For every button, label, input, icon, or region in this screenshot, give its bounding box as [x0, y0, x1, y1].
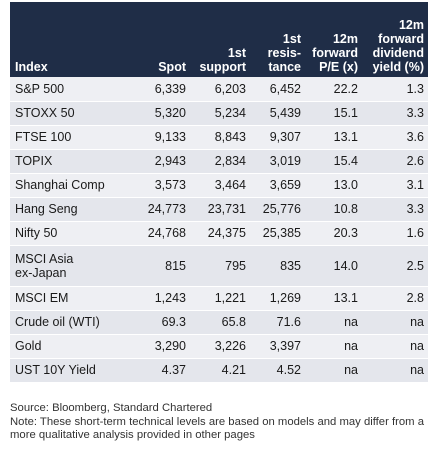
table-row: FTSE 100 9,133 8,843 9,307 13.1 3.6 [10, 125, 428, 150]
cell-support: 6,203 [190, 77, 250, 102]
cell-resistance: 6,452 [250, 77, 305, 102]
cell-forward-pe: 13.1 [305, 286, 362, 311]
cell-forward-pe: 13.0 [305, 173, 362, 198]
cell-forward-pe: 15.1 [305, 101, 362, 126]
cell-resistance: 4.52 [250, 358, 305, 383]
cell-spot: 3,290 [135, 334, 190, 359]
cell-support: 24,375 [190, 221, 250, 246]
cell-resistance: 3,019 [250, 149, 305, 174]
cell-spot: 69.3 [135, 310, 190, 335]
cell-forward-pe: na [305, 334, 362, 359]
cell-index-name: MSCI EM [10, 286, 135, 311]
cell-resistance: 9,307 [250, 125, 305, 150]
cell-spot: 4.37 [135, 358, 190, 383]
cell-forward-pe: 20.3 [305, 221, 362, 246]
cell-dividend-yield: 2.6 [362, 149, 428, 174]
table-row: TOPIX 2,943 2,834 3,019 15.4 2.6 [10, 149, 428, 174]
table-row: S&P 500 6,339 6,203 6,452 22.2 1.3 [10, 77, 428, 102]
source-note: Source: Bloomberg, Standard Chartered [10, 402, 213, 414]
cell-resistance: 25,776 [250, 197, 305, 222]
technical-levels-table: Index Spot 1st support 1st resis- tance … [10, 2, 428, 383]
cell-spot: 3,573 [135, 173, 190, 198]
header-spot: Spot [158, 60, 186, 74]
cell-support: 795 [190, 245, 250, 287]
cell-index-name: Nifty 50 [10, 221, 135, 246]
cell-spot: 9,133 [135, 125, 190, 150]
table-row: STOXX 50 5,320 5,234 5,439 15.1 3.3 [10, 101, 428, 126]
cell-support: 23,731 [190, 197, 250, 222]
cell-forward-pe: 15.4 [305, 149, 362, 174]
cell-resistance: 835 [250, 245, 305, 287]
cell-dividend-yield: 1.3 [362, 77, 428, 102]
cell-index-name: Crude oil (WTI) [10, 310, 135, 335]
cell-spot: 5,320 [135, 101, 190, 126]
cell-dividend-yield: na [362, 334, 428, 359]
cell-index-name: FTSE 100 [10, 125, 135, 150]
cell-spot: 24,773 [135, 197, 190, 222]
cell-forward-pe: 10.8 [305, 197, 362, 222]
cell-support: 65.8 [190, 310, 250, 335]
cell-resistance: 71.6 [250, 310, 305, 335]
cell-forward-pe: na [305, 358, 362, 383]
cell-forward-pe: na [305, 310, 362, 335]
table-row: UST 10Y Yield 4.37 4.21 4.52 na na [10, 358, 428, 383]
cell-index-name: S&P 500 [10, 77, 135, 102]
cell-dividend-yield: 1.6 [362, 221, 428, 246]
table-header-row: Index Spot 1st support 1st resis- tance … [10, 2, 428, 77]
cell-resistance: 3,397 [250, 334, 305, 359]
table-row: Gold 3,290 3,226 3,397 na na [10, 334, 428, 359]
table-row: MSCI EM 1,243 1,221 1,269 13.1 2.8 [10, 286, 428, 311]
table-row: Shanghai Comp 3,573 3,464 3,659 13.0 3.1 [10, 173, 428, 198]
cell-spot: 2,943 [135, 149, 190, 174]
cell-index-name: Hang Seng [10, 197, 135, 222]
cell-dividend-yield: 3.1 [362, 173, 428, 198]
cell-dividend-yield: 3.6 [362, 125, 428, 150]
cell-resistance: 25,385 [250, 221, 305, 246]
cell-dividend-yield: na [362, 358, 428, 383]
header-forward-pe: 12m forward P/E (x) [312, 32, 358, 74]
cell-support: 2,834 [190, 149, 250, 174]
table-body: S&P 500 6,339 6,203 6,452 22.2 1.3 STOXX 50 5,3… [10, 77, 428, 383]
cell-index-name: Gold [10, 334, 135, 359]
cell-dividend-yield: 2.8 [362, 286, 428, 311]
header-1st-resistance: 1st resis- tance [267, 32, 301, 74]
cell-resistance: 5,439 [250, 101, 305, 126]
cell-index-name: STOXX 50 [10, 101, 135, 126]
cell-spot: 1,243 [135, 286, 190, 311]
cell-dividend-yield: 2.5 [362, 245, 428, 287]
cell-support: 3,464 [190, 173, 250, 198]
cell-index-name: TOPIX [10, 149, 135, 174]
cell-support: 1,221 [190, 286, 250, 311]
technical-levels-table-container: Index Spot 1st support 1st resis- tance … [10, 2, 428, 383]
cell-spot: 24,768 [135, 221, 190, 246]
cell-resistance: 3,659 [250, 173, 305, 198]
table-row: MSCI Asia ex-Japan 815 795 835 14.0 2.5 [10, 245, 428, 287]
cell-support: 4.21 [190, 358, 250, 383]
cell-index-name: MSCI Asia ex-Japan [10, 245, 135, 287]
cell-dividend-yield: na [362, 310, 428, 335]
footnote: Note: These short-term technical levels … [10, 416, 425, 442]
cell-support: 8,843 [190, 125, 250, 150]
cell-index-name: UST 10Y Yield [10, 358, 135, 383]
cell-spot: 6,339 [135, 77, 190, 102]
cell-support: 5,234 [190, 101, 250, 126]
header-index: Index [15, 60, 48, 74]
table-row: Crude oil (WTI) 69.3 65.8 71.6 na na [10, 310, 428, 335]
table-row: Hang Seng 24,773 23,731 25,776 10.8 3.3 [10, 197, 428, 222]
cell-forward-pe: 22.2 [305, 77, 362, 102]
cell-spot: 815 [135, 245, 190, 287]
cell-index-name: Shanghai Comp [10, 173, 135, 198]
header-1st-support: 1st support [199, 46, 246, 74]
cell-forward-pe: 14.0 [305, 245, 362, 287]
cell-forward-pe: 13.1 [305, 125, 362, 150]
cell-support: 3,226 [190, 334, 250, 359]
cell-dividend-yield: 3.3 [362, 101, 428, 126]
header-dividend-yield: 12m forward dividend yield (%) [372, 18, 424, 74]
table-row: Nifty 50 24,768 24,375 25,385 20.3 1.6 [10, 221, 428, 246]
cell-resistance: 1,269 [250, 286, 305, 311]
cell-dividend-yield: 3.3 [362, 197, 428, 222]
